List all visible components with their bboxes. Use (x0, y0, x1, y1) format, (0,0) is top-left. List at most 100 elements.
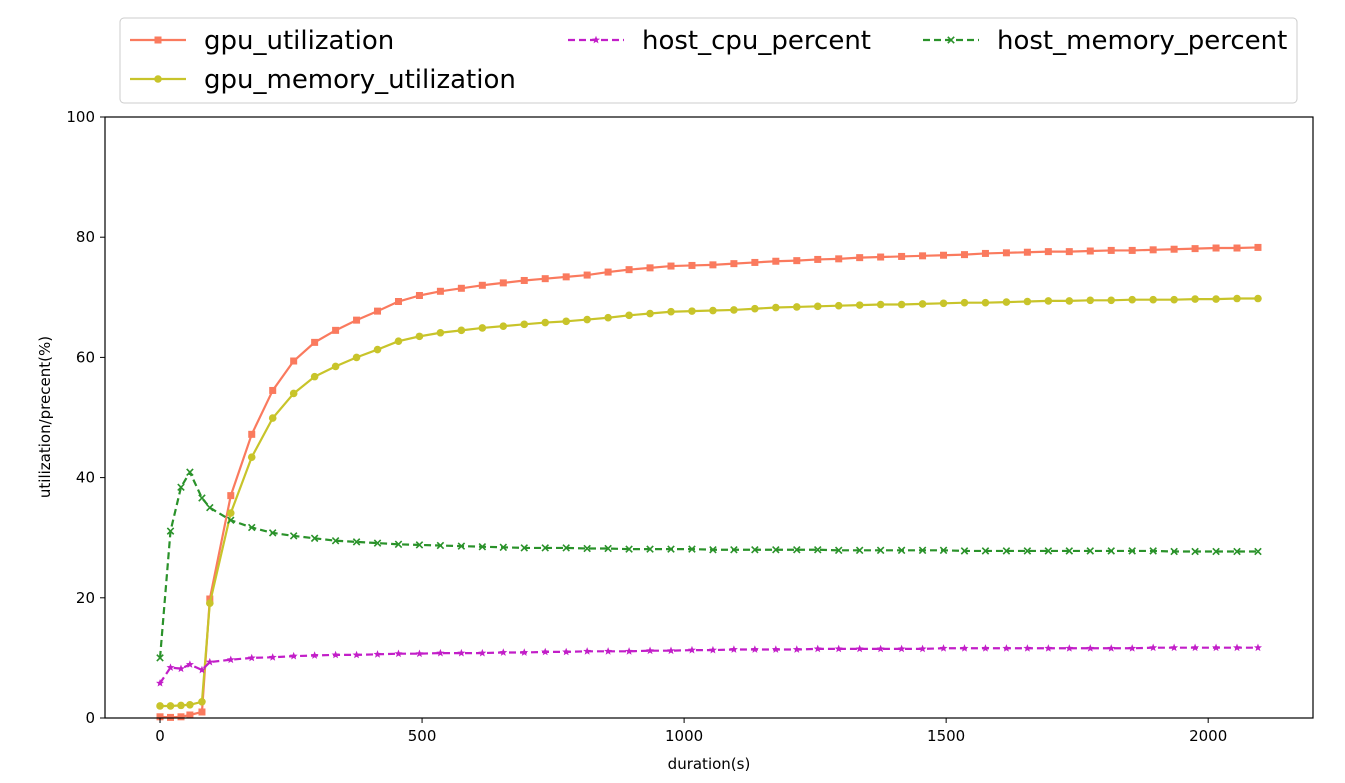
data-point (708, 645, 717, 654)
data-point (331, 536, 340, 545)
data-point (166, 527, 175, 535)
data-point (289, 389, 298, 398)
data-point (156, 702, 164, 710)
data-point (1023, 297, 1032, 306)
data-point (198, 697, 206, 706)
data-point (310, 534, 319, 543)
data-point (226, 655, 235, 664)
data-point (310, 651, 319, 659)
data-point (667, 646, 675, 655)
data-point (415, 332, 424, 341)
data-point (1149, 643, 1158, 652)
x-tick-label: 1000 (665, 727, 703, 745)
data-point (625, 266, 633, 274)
data-point (834, 546, 843, 555)
data-point (772, 303, 780, 312)
data-point (667, 307, 675, 316)
data-point (687, 645, 696, 654)
data-point (960, 547, 969, 555)
data-point (373, 539, 382, 547)
data-point (646, 264, 654, 272)
data-point (289, 651, 298, 660)
legend-marker (947, 36, 955, 44)
data-point (247, 523, 256, 532)
y-tick-label: 20 (76, 589, 95, 607)
data-point (1233, 643, 1241, 652)
axis-ticks: 0 500 1000 1500 2000 0 20 40 60 80 100 (66, 108, 1227, 745)
data-point (1170, 295, 1178, 304)
data-point (1170, 547, 1178, 556)
series-line-host_memory_percent (158, 471, 1258, 658)
data-point (562, 273, 570, 281)
data-point (478, 324, 487, 332)
data-point (1233, 294, 1241, 303)
data-point (814, 255, 822, 263)
data-point (1107, 246, 1115, 254)
data-point (939, 299, 948, 308)
x-tick-label: 500 (408, 727, 437, 745)
data-point (1254, 547, 1262, 556)
data-point (206, 503, 214, 512)
data-point (813, 302, 822, 311)
legend-marker (592, 35, 600, 44)
data-point (688, 261, 696, 269)
data-point (1233, 547, 1241, 556)
data-point (1233, 244, 1241, 252)
data-point (1191, 643, 1200, 652)
plot-frame (104, 116, 1314, 719)
data-point (499, 543, 508, 552)
legend-label: host_cpu_percent (642, 26, 871, 56)
data-point (1065, 248, 1073, 256)
data-point (1191, 245, 1199, 253)
data-point (352, 650, 361, 659)
data-point (667, 545, 675, 553)
data-point (856, 254, 864, 262)
data-point (1254, 243, 1262, 251)
data-point (499, 279, 507, 287)
data-point (1086, 644, 1095, 652)
data-point (793, 545, 801, 554)
legend-marker (154, 75, 162, 83)
data-point (394, 649, 403, 658)
data-point (604, 647, 613, 655)
data-point (1023, 644, 1032, 652)
data-point (960, 251, 968, 259)
data-point (981, 249, 989, 257)
data-point (855, 546, 864, 555)
data-point (792, 645, 801, 653)
data-point (499, 648, 508, 656)
data-point (897, 644, 906, 653)
data-point (186, 468, 194, 476)
data-point (394, 337, 403, 345)
data-point (436, 328, 445, 337)
data-point (1023, 248, 1031, 256)
data-point (1170, 643, 1179, 652)
data-point (186, 700, 194, 709)
data-point (646, 545, 654, 553)
data-point (186, 711, 194, 719)
data-point (1212, 244, 1220, 252)
y-tick-label: 80 (76, 228, 95, 246)
data-point (247, 453, 256, 461)
legend-item-host_cpu_percent: host_cpu_percent (568, 26, 871, 56)
data-point (197, 665, 206, 674)
data-point (583, 647, 592, 655)
data-point (177, 483, 185, 491)
x-tick-label: 2000 (1189, 727, 1227, 745)
data-point (772, 545, 780, 554)
data-point (331, 362, 340, 371)
legend-marker (154, 36, 162, 44)
legend-label: gpu_memory_utilization (204, 65, 516, 95)
data-point (604, 268, 612, 276)
data-point (520, 276, 528, 284)
data-point (583, 315, 591, 324)
data-point (352, 538, 361, 546)
data-point (167, 713, 175, 721)
data-point (583, 271, 591, 279)
data-point (750, 645, 759, 653)
data-point (520, 648, 529, 656)
data-point (415, 649, 424, 658)
data-point (457, 326, 466, 335)
data-point (897, 300, 906, 309)
data-point (156, 654, 164, 662)
